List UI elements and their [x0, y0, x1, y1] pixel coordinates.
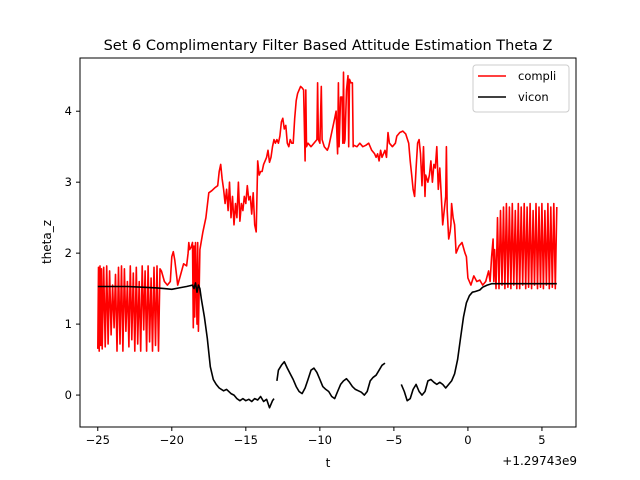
y-tick-label: 1: [65, 317, 72, 331]
x-tick-label: 0: [464, 433, 471, 447]
x-tick-label: −10: [308, 433, 332, 447]
y-axis: 0 1 2 3 4: [65, 104, 80, 402]
x-axis: −25 −20 −15 −10 −5 0 5: [86, 427, 546, 447]
legend-label-vicon: vicon: [518, 90, 549, 104]
y-tick-label: 4: [65, 104, 72, 118]
x-tick-label: −20: [160, 433, 184, 447]
series-line-vicon-segment-3: [400, 282, 557, 402]
series-line-vicon-segment-2: [276, 360, 386, 400]
y-tick-label: 3: [65, 175, 72, 189]
legend: compli vicon: [472, 64, 570, 113]
legend-label-compli: compli: [518, 69, 556, 83]
x-axis-label: t: [326, 456, 331, 470]
x-tick-label: −15: [234, 433, 258, 447]
series-line-vicon-segment-1: [97, 282, 275, 409]
y-tick-label: 2: [65, 246, 72, 260]
series-line-compli: [97, 71, 558, 352]
y-tick-label: 0: [65, 388, 72, 402]
x-axis-offset-label: +1.29743e9: [502, 454, 577, 468]
plot-area: [79, 57, 577, 428]
x-tick-label: −25: [86, 433, 110, 447]
plot-frame: [79, 57, 577, 428]
y-axis-label: theta_z: [40, 220, 54, 264]
chart-title: Set 6 Complimentary Filter Based Attitud…: [104, 38, 553, 54]
x-tick-label: −5: [385, 433, 402, 447]
x-tick-label: 5: [538, 433, 545, 447]
